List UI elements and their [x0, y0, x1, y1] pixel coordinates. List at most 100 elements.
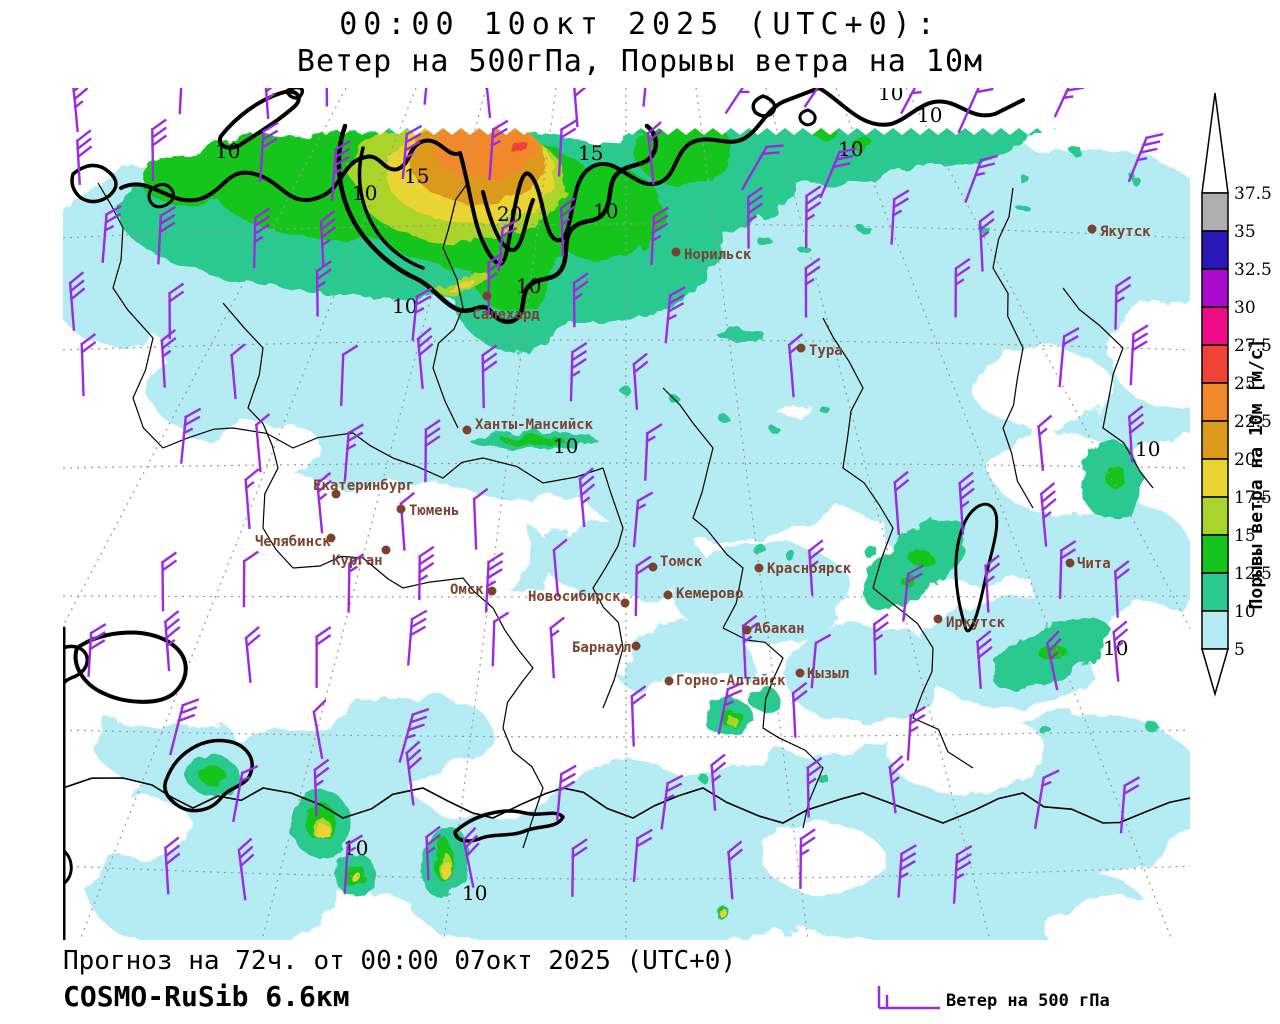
coast-taymyr — [817, 88, 1025, 127]
city-dot — [487, 586, 497, 596]
contour-label: 10 — [917, 103, 942, 127]
border-line — [432, 183, 468, 429]
gust-17 — [442, 860, 450, 880]
gust-12 — [1038, 645, 1068, 661]
gust-10 — [889, 146, 901, 154]
gust-10 — [1130, 176, 1140, 184]
wind-barb-icon — [486, 252, 504, 316]
wind-barb-icon — [407, 609, 428, 666]
land-gap — [1043, 898, 1190, 940]
wind-barb-icon — [319, 209, 337, 267]
wind-barb-icon — [1053, 88, 1091, 118]
border-line — [592, 467, 624, 709]
wind-barb-icon — [488, 119, 509, 181]
wind-barb-icon — [229, 343, 246, 400]
wind-barb-icon — [571, 838, 588, 897]
wind-barb-icon — [424, 419, 441, 483]
colorbar-tick: 27.5 — [1234, 336, 1272, 356]
colorbar-segment — [1201, 610, 1229, 650]
land-gap — [63, 578, 313, 728]
wind-barb-icon — [807, 539, 824, 596]
wind-barb-icon — [890, 189, 910, 245]
calm-area — [63, 228, 193, 348]
wind-barb-icon — [71, 88, 89, 133]
city-label: Кызыл — [807, 666, 849, 682]
wind-barb-icon — [709, 753, 727, 811]
colorbar-tick: 20 — [1234, 450, 1256, 470]
city-label: Абакан — [754, 621, 805, 637]
contour-label: 10 — [215, 139, 240, 163]
wind-barb-icon — [313, 758, 330, 817]
gust-15 — [725, 715, 737, 725]
gust-10 — [756, 235, 770, 245]
wind-barb-icon — [160, 551, 178, 612]
gust-10 — [1017, 204, 1029, 212]
gust-10 — [720, 416, 730, 424]
wind-barb-icon — [1039, 482, 1057, 547]
city-label: Тура — [809, 343, 843, 359]
wind-barb-icon — [646, 121, 663, 185]
gust-12 — [501, 435, 565, 445]
gust-25 — [510, 142, 528, 152]
city-label: Салехард — [472, 307, 540, 323]
wind-barb-icon — [343, 834, 364, 895]
wind-barb-icon — [167, 282, 185, 340]
city-label: Тюмень — [409, 503, 460, 519]
wind-barb-icon — [664, 286, 686, 344]
wind-barb-icon — [634, 555, 652, 617]
gust-10 — [799, 246, 811, 254]
wind-barb-icon — [660, 774, 684, 830]
wind-barb-icon — [405, 740, 423, 806]
wind-barb-icon — [717, 681, 745, 735]
coast-aral — [73, 630, 188, 704]
wind-barb-icon — [315, 260, 332, 317]
gust-17 — [447, 278, 475, 292]
longitude-line — [79, 88, 417, 940]
wind-barb-icon — [1058, 327, 1080, 388]
gust-17 — [353, 872, 361, 884]
land-gap — [1088, 603, 1190, 703]
city-dot — [381, 545, 391, 555]
wind-barb-icon — [242, 550, 259, 608]
colorbar-tick: 17.5 — [1234, 488, 1272, 508]
city-label: Новосибирск — [528, 589, 621, 605]
city-label: Норильск — [684, 247, 752, 263]
contour-label: 20 — [497, 202, 522, 226]
gust-10 — [770, 426, 780, 434]
city-dot — [795, 668, 805, 678]
colorbar-tick: 22.5 — [1234, 412, 1272, 432]
wind-barb-icon — [906, 705, 927, 761]
colorbar-arrow-down — [1201, 648, 1229, 697]
city-label: Челябинск — [255, 534, 331, 550]
forecast-info: Прогноз на 72ч. от 00:00 07окт 2025 (UTC… — [63, 946, 737, 976]
land-gap — [503, 688, 663, 768]
wind-barb-icon — [254, 413, 271, 473]
wind-barb-icon — [954, 257, 971, 318]
wind-barb-icon — [900, 88, 941, 115]
gust-10 — [751, 543, 765, 553]
wind-barb-icon — [1045, 630, 1062, 691]
city-label: Ханты-Мансийск — [475, 417, 594, 433]
coast-novaya-zemlya — [217, 89, 301, 150]
wind-barb-icon — [1033, 769, 1060, 829]
border-line — [97, 182, 164, 449]
city-dot — [631, 641, 641, 651]
colorbar-tick: 35 — [1234, 222, 1256, 242]
wind-barb-icon — [877, 986, 940, 1010]
colorbar-segment — [1201, 420, 1229, 460]
wind-barb-icon — [806, 756, 823, 818]
gust-colorbar: 37.5 35 32.5 30 27.5 25 22.5 20 17.5 15 12.5 10 5 — [1201, 92, 1272, 697]
wind-barb-icon — [810, 633, 832, 689]
city-dot — [1087, 224, 1097, 234]
contour-label: 10 — [462, 881, 487, 905]
wind-barb-icon — [160, 328, 177, 388]
city-label: Чита — [1077, 556, 1111, 572]
calm-area — [673, 243, 973, 403]
wind-barb-icon — [555, 764, 577, 821]
wind-barb-icon — [872, 613, 889, 675]
gust-17 — [717, 908, 727, 916]
calm-area — [673, 543, 853, 643]
contour-label: 10 — [593, 199, 618, 223]
wind-barb-icon — [263, 88, 281, 120]
